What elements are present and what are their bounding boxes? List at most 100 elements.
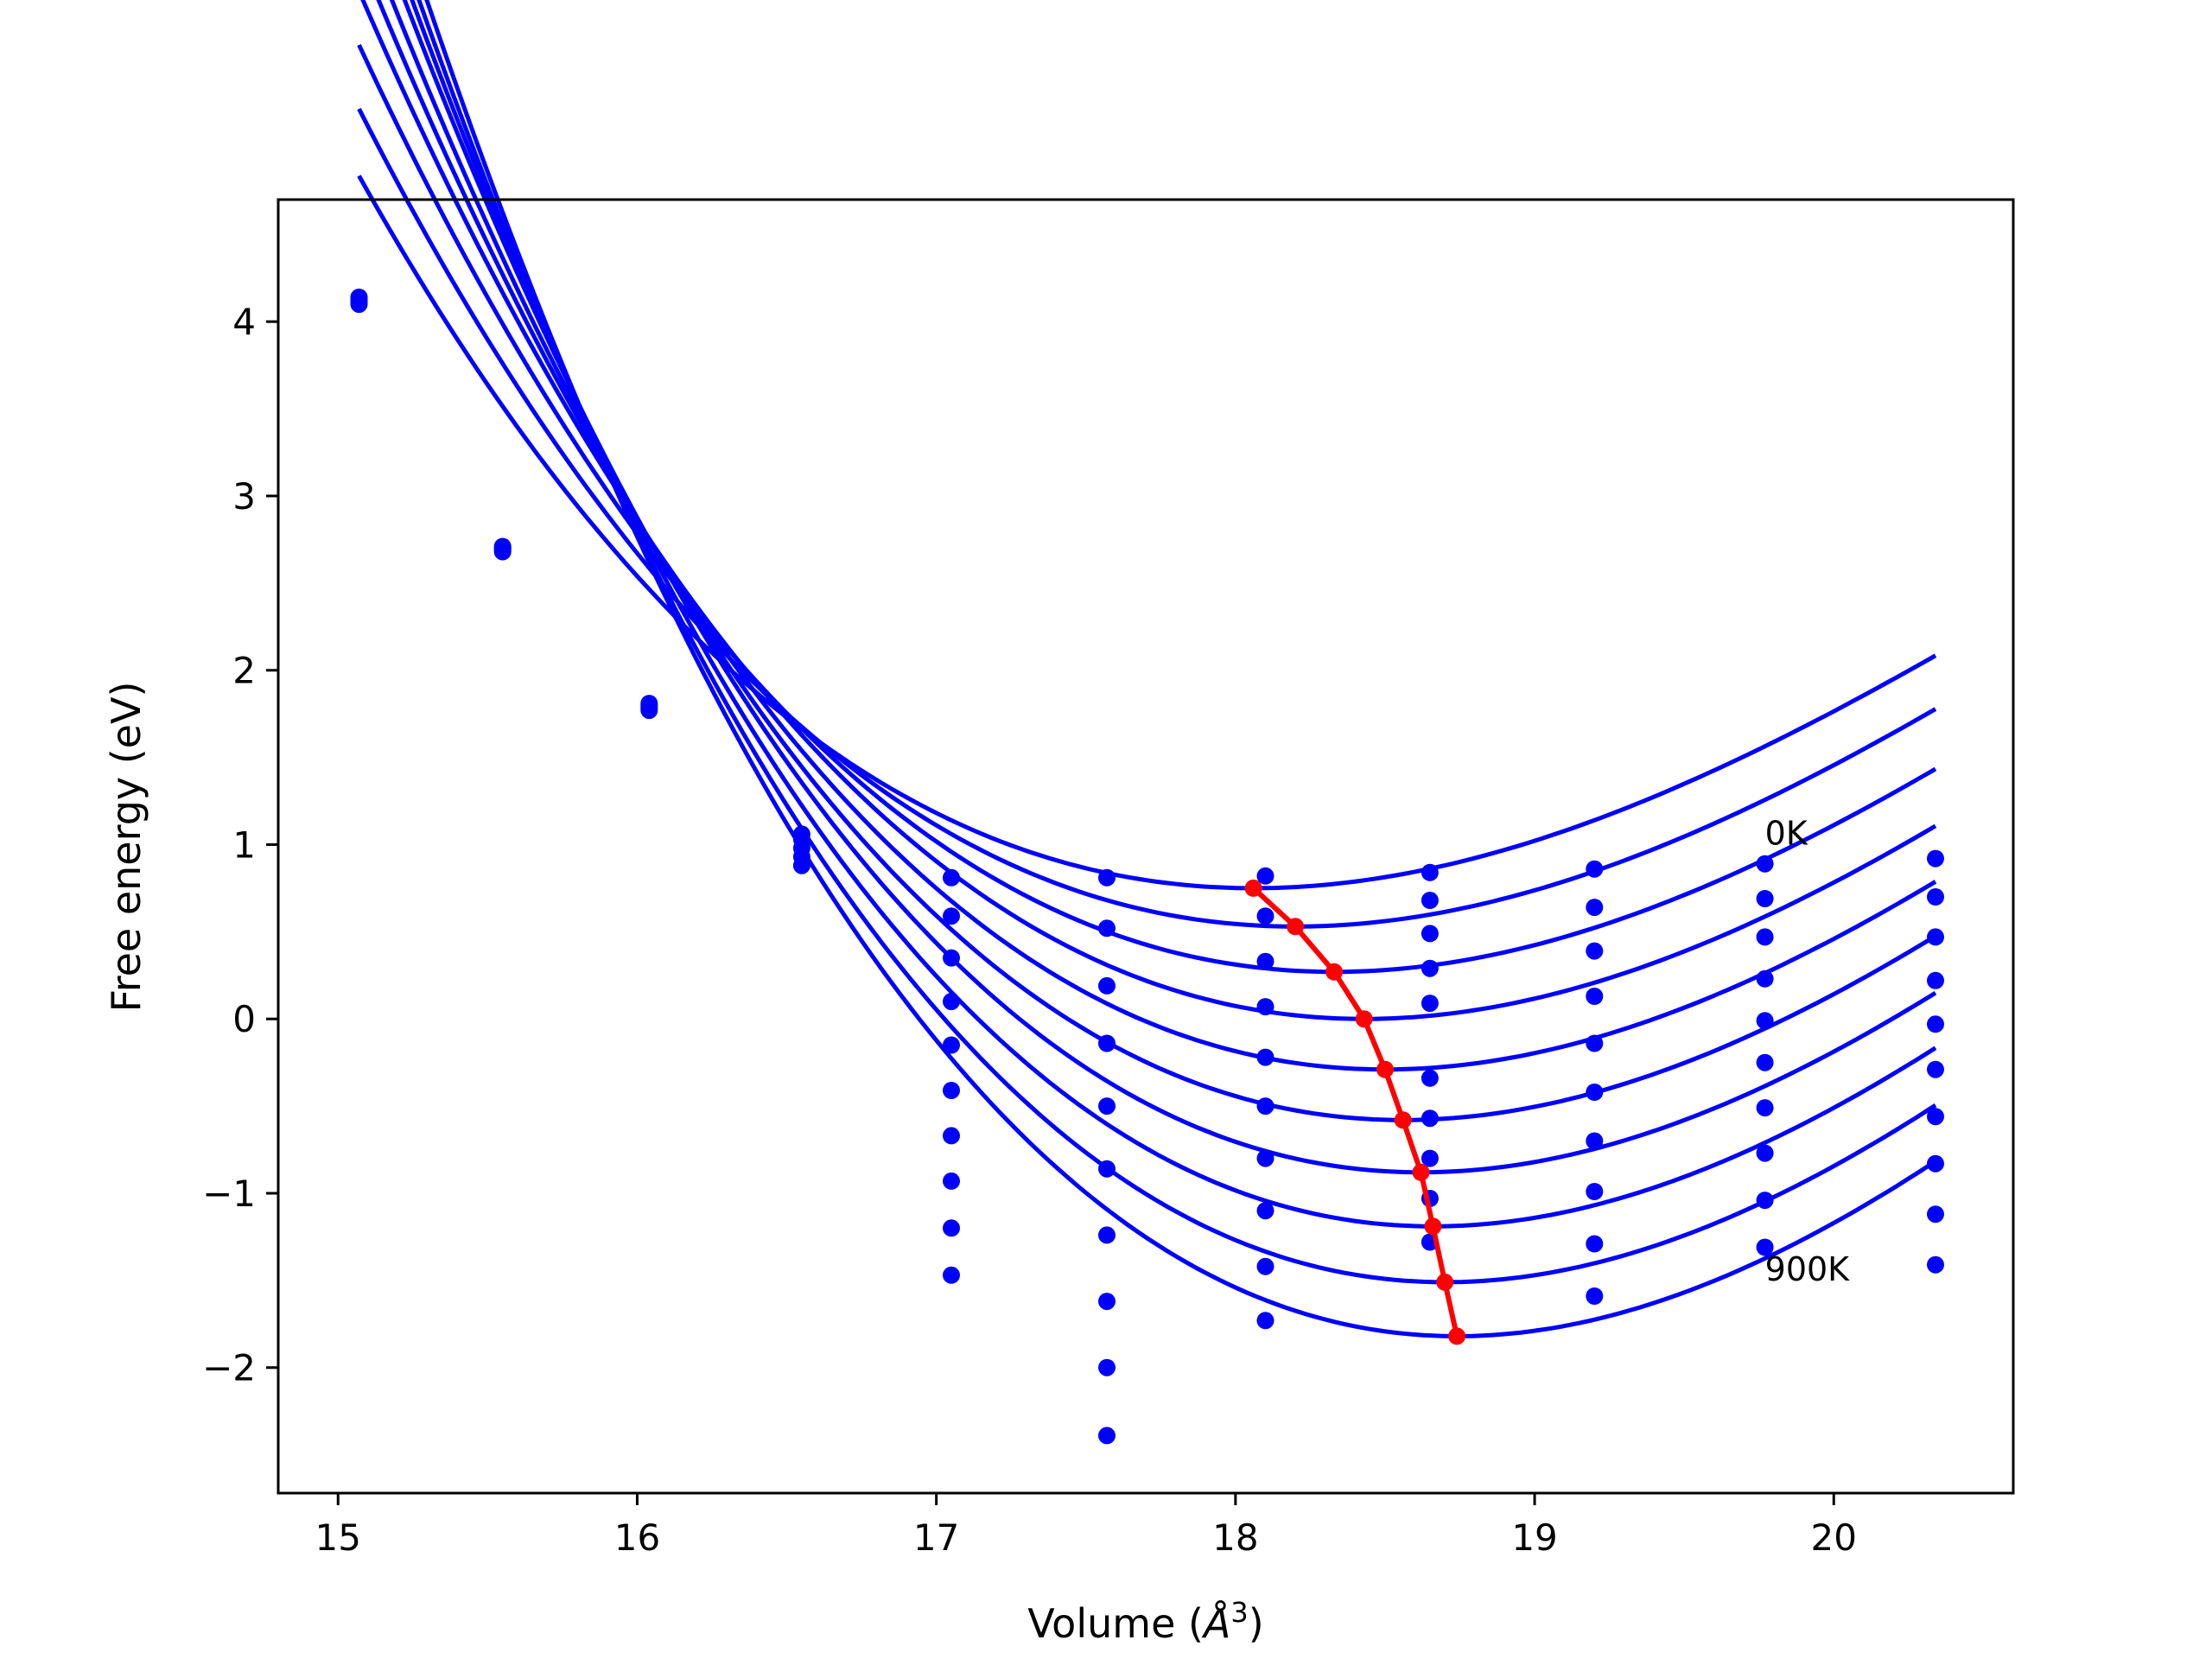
minimum-point [1394, 1111, 1412, 1129]
temperature-annotation: 0K [1765, 814, 1808, 852]
data-point [943, 1172, 960, 1190]
data-point [1098, 1097, 1116, 1116]
data-point [1256, 1202, 1274, 1220]
data-point [1927, 1015, 1944, 1033]
y-axis-label: Free energy (eV) [103, 682, 149, 1013]
x-tick-label: 19 [1511, 1516, 1557, 1559]
data-point [943, 1127, 960, 1145]
x-axis-label: Volume (Å3) [1027, 1596, 1263, 1647]
x-axis: 15 16 17 18 19 20 [315, 1493, 1857, 1559]
data-point [1421, 995, 1439, 1013]
x-tick-label: 15 [315, 1516, 361, 1559]
x-axis-label-main: Volume ( [1027, 1600, 1204, 1647]
data-point [943, 907, 960, 925]
x-tick-label: 17 [913, 1516, 959, 1559]
data-point [1256, 1097, 1274, 1116]
data-point [1586, 899, 1604, 917]
data-point [1586, 1183, 1604, 1200]
data-point [943, 1219, 960, 1237]
data-point [1927, 1154, 1944, 1173]
data-point [1421, 1109, 1439, 1128]
data-point [1756, 969, 1774, 988]
data-point [1256, 1149, 1274, 1167]
data-point [1098, 976, 1116, 995]
data-point [1927, 928, 1944, 946]
plot-frame [276, 198, 2015, 1495]
data-point [1927, 1255, 1944, 1274]
minimum-point [1376, 1060, 1394, 1078]
data-point [943, 1082, 960, 1099]
data-point [1586, 1132, 1604, 1150]
data-point [943, 868, 960, 887]
data-point [1586, 860, 1604, 878]
data-point [1756, 928, 1774, 946]
data-point [943, 1036, 960, 1054]
data-point [1927, 971, 1944, 989]
data-point [1421, 1069, 1439, 1087]
data-point [1256, 998, 1274, 1016]
data-point [1756, 1053, 1774, 1071]
data-point [943, 993, 960, 1011]
fit-curve-200K [357, 43, 1937, 975]
minimum-point [1448, 1327, 1466, 1345]
y-tick-label: −1 [202, 1173, 256, 1215]
data-point [1098, 1293, 1116, 1311]
data-point [1927, 1108, 1944, 1126]
minimum-point [1436, 1273, 1454, 1291]
minimum-point [1412, 1163, 1430, 1181]
data-point [1421, 863, 1439, 881]
data-point [1256, 952, 1274, 970]
data-point [640, 695, 658, 713]
data-point [1586, 1034, 1604, 1052]
minimum-point [1355, 1010, 1373, 1028]
y-tick-label: 1 [232, 823, 256, 866]
annotations: 0K 900K [1765, 814, 1851, 1287]
data-point [1256, 907, 1274, 925]
x-axis-label-unit: Å [1201, 1600, 1230, 1647]
data-point [1098, 1226, 1116, 1244]
data-point [1256, 867, 1274, 885]
x-tick-label: 16 [614, 1516, 660, 1559]
data-point [943, 1266, 960, 1284]
data-point [1098, 1427, 1116, 1445]
data-point [1586, 1235, 1604, 1253]
data-point [1756, 855, 1774, 873]
data-point [1756, 890, 1774, 907]
minimum-point [1424, 1217, 1442, 1236]
fit-curve-100K [357, 107, 1937, 929]
x-axis-label-exp: 3 [1230, 1596, 1248, 1629]
data-point [1586, 1287, 1604, 1305]
y-tick-label: 4 [232, 301, 256, 343]
data-point [493, 537, 512, 556]
temperature-annotation: 900K [1765, 1250, 1851, 1288]
data-point [1256, 1312, 1274, 1330]
data-point [1586, 988, 1604, 1005]
data-point [1927, 888, 1944, 906]
data-point [1256, 1257, 1274, 1275]
data-point [1586, 942, 1604, 960]
y-axis: −2 −1 0 1 2 3 4 [202, 301, 278, 1389]
y-tick-label: 2 [232, 650, 256, 692]
data-point [1756, 1192, 1774, 1210]
data-point [1586, 1084, 1604, 1101]
data-point [1098, 868, 1116, 887]
y-tick-label: 0 [232, 998, 256, 1040]
x-tick-label: 18 [1212, 1516, 1258, 1559]
minimum-point [1325, 963, 1344, 981]
data-point [1098, 1160, 1116, 1178]
data-point [1927, 1060, 1944, 1078]
plot-content [350, 0, 1944, 1445]
y-tick-label: −2 [202, 1347, 256, 1389]
data-point [1098, 1358, 1116, 1376]
fit-curve-900K [424, 0, 1937, 1338]
data-point [1421, 892, 1439, 909]
data-point [1756, 1144, 1774, 1162]
data-point [1098, 919, 1116, 938]
x-tick-label: 20 [1811, 1516, 1857, 1559]
fit-curve-0K [357, 175, 1937, 891]
data-point [1927, 849, 1944, 868]
fit-curve-600K [402, 0, 1937, 1175]
data-point [1421, 959, 1439, 977]
data-point [1756, 1238, 1774, 1256]
